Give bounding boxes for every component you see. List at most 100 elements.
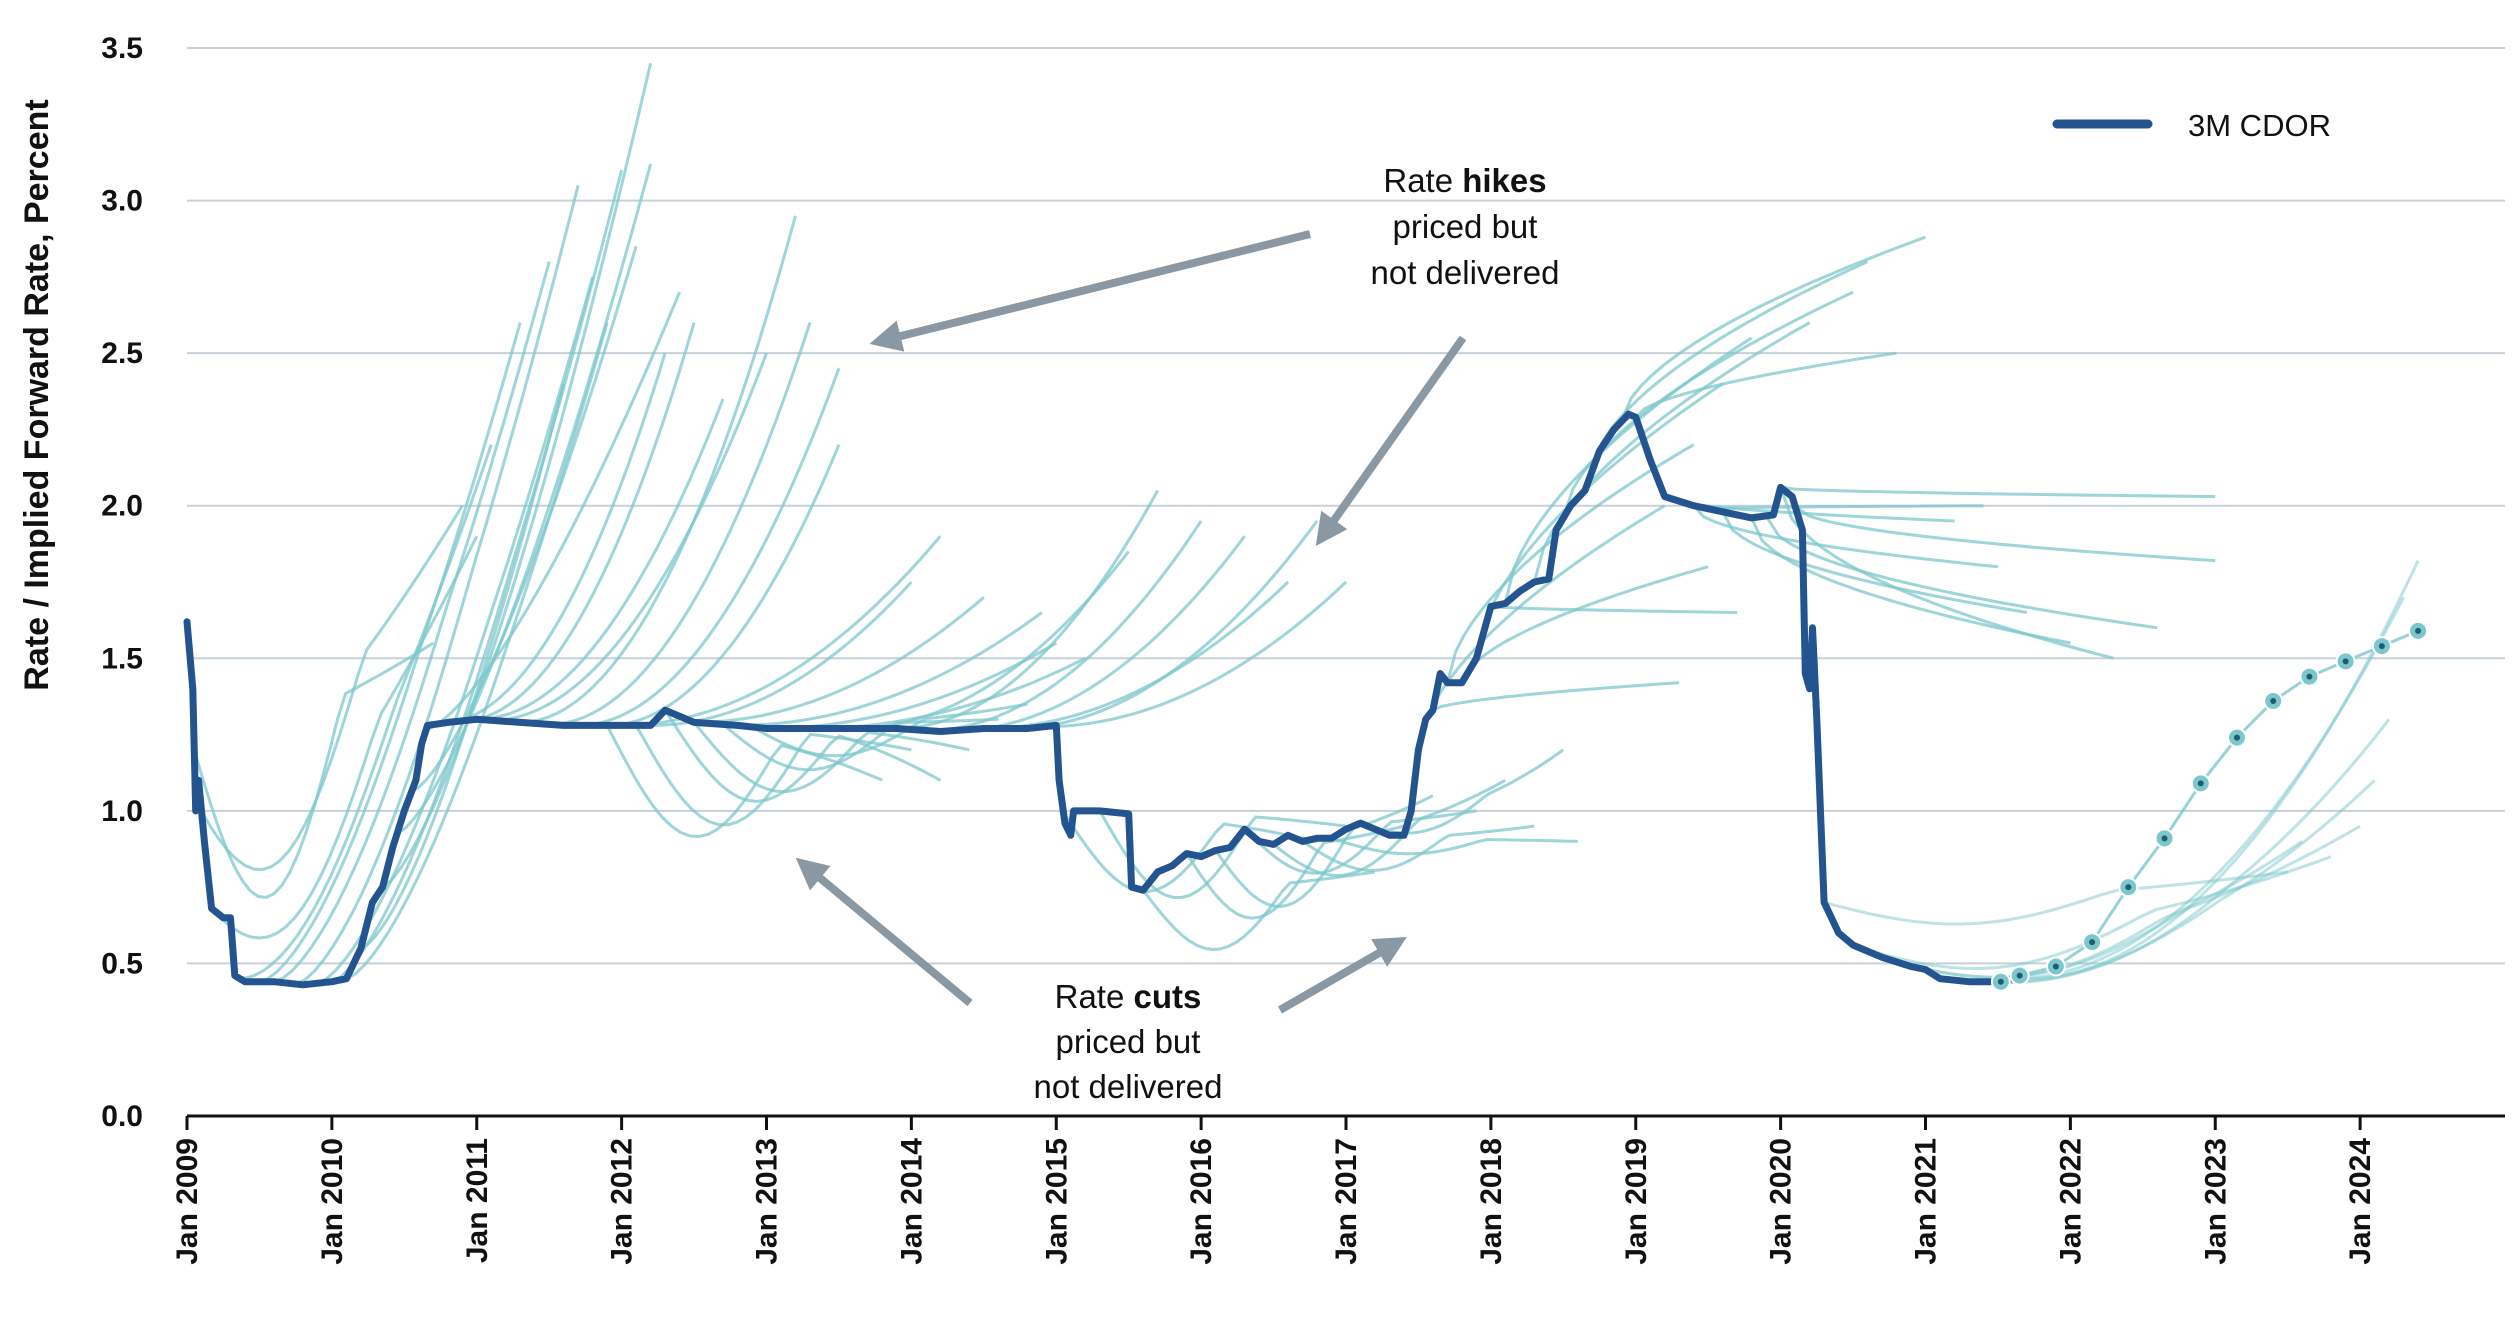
forward-curve-2 (214, 535, 479, 940)
legend-label-cdor: 3M CDOR (2188, 108, 2331, 143)
forecast-marker-dot-3 (2089, 939, 2096, 946)
forecast-marker-dot-6 (2197, 780, 2204, 787)
y-tick-label: 1.5 (101, 642, 143, 675)
x-axis: Jan 2009 Jan 2010 Jan 2011 Jan 2012 Jan 2013… (171, 1114, 2505, 1265)
forward-curve-41 (751, 702, 1028, 758)
x-tick-label: Jan 2021 (1910, 1138, 1943, 1265)
forward-curve-38 (663, 709, 942, 803)
forward-curve-21 (578, 367, 841, 727)
forward-curve-31 (925, 520, 1203, 732)
forward-curve-15 (440, 352, 667, 725)
forward-curve-52 (1416, 504, 1666, 751)
forward-curve-32 (954, 535, 1246, 732)
forward-curve-69 (1794, 504, 2216, 563)
forecast-marker-dot-1 (2016, 972, 2023, 979)
forward-curve-43 (1098, 810, 1347, 899)
legend: 3M CDOR (2052, 108, 2331, 143)
annotation-hikes-line2: priced but (1393, 208, 1538, 245)
x-tick-label: Jan 2011 (461, 1138, 494, 1263)
forward-curve-18 (491, 352, 768, 722)
forward-curve-72 (1780, 485, 2216, 499)
forward-curve-37 (634, 724, 912, 827)
x-tick-label: Jan 2019 (1620, 1138, 1653, 1265)
forward-curve-0 (192, 641, 435, 900)
forward-curve-56 (1532, 321, 1811, 583)
arrow-cuts-right (1278, 937, 1407, 1014)
forward-curve-19 (520, 215, 797, 724)
x-tick-label: Jan 2015 (1040, 1138, 1073, 1265)
x-tick-label: Jan 2016 (1185, 1138, 1218, 1265)
forward-curve-11 (381, 62, 653, 889)
forecast-marker-dot-10 (2342, 658, 2349, 665)
forward-curve-80 (2026, 559, 2420, 981)
forecast-marker-dot-0 (1997, 978, 2004, 985)
x-tick-label: Jan 2020 (1765, 1138, 1798, 1265)
x-tick-label: Jan 2014 (895, 1138, 928, 1265)
forward-curve-46 (1214, 794, 1434, 909)
forward-curve-68 (1779, 486, 2115, 660)
annotation-cuts-line3: not delivered (1034, 1068, 1223, 1105)
y-axis-ticks: 0.0 0.5 1.0 1.5 2.0 2.5 3.0 3.5 (101, 32, 143, 1133)
arrow-hikes-down (1315, 335, 1467, 547)
forecast-marker-dot-9 (2306, 673, 2313, 680)
forecast-markers (1990, 620, 2429, 992)
forward-curve-55 (1503, 336, 1753, 604)
forward-curve-4 (258, 322, 522, 984)
forward-curve-30 (896, 489, 1160, 730)
cdor-series (183, 410, 2016, 989)
forward-curve-34 (1012, 520, 1319, 730)
forecast-marker-dot-11 (2378, 643, 2385, 650)
forward-curve-13 (410, 245, 638, 794)
forward-curve-63 (1432, 681, 1680, 712)
forward-curve-61 (1460, 565, 1709, 684)
forward-curve-71 (1708, 504, 1984, 511)
y-tick-label: 3.5 (101, 32, 143, 65)
forward-curve-25 (694, 596, 985, 724)
forecast-marker-dot-8 (2270, 698, 2277, 705)
y-tick-label: 2.0 (101, 490, 143, 523)
forward-curve-1 (200, 504, 464, 872)
forward-curve-57 (1561, 290, 1854, 519)
forward-curve-12 (396, 163, 653, 835)
forward-curve-29 (853, 550, 1130, 730)
forward-curve-49 (1301, 824, 1535, 873)
annotation-hikes-line3: not delivered (1371, 254, 1560, 291)
forward-curve-26 (737, 611, 1043, 727)
forward-curve-8 (331, 169, 624, 984)
y-tick-label: 3.0 (101, 185, 143, 218)
forward-curve-39 (692, 721, 970, 794)
x-tick-label: Jan 2017 (1330, 1138, 1363, 1265)
y-tick-label: 1.0 (101, 795, 143, 828)
x-tick-label: Jan 2009 (171, 1138, 204, 1265)
forward-curve-9 (345, 322, 609, 981)
forward-curve-76 (1925, 840, 2304, 979)
forward-curve-47 (1243, 809, 1477, 875)
annotation-hikes-line1: Rate hikes (1383, 162, 1546, 199)
forward-curve-14 (425, 291, 681, 732)
forecast-marker-dot-2 (2052, 963, 2059, 970)
forecast-marker-dot-5 (2161, 835, 2168, 842)
forward-curve-6 (295, 184, 580, 986)
x-tick-label: Jan 2010 (316, 1138, 349, 1265)
annotation-hikes: Rate hikes priced but not delivered (869, 162, 1560, 547)
forward-curve-40 (722, 717, 999, 772)
x-tick-label: Jan 2018 (1475, 1138, 1508, 1265)
forward-curve-54 (1474, 382, 1724, 659)
annotation-cuts-line1: Rate cuts (1055, 978, 1202, 1015)
forward-curve-66 (1721, 511, 2028, 614)
forward-curve-22 (607, 444, 841, 727)
arrow-hikes-left (869, 230, 1311, 352)
x-tick-label: Jan 2024 (2344, 1138, 2377, 1265)
forward-curve-16 (462, 322, 696, 723)
forward-curve-17 (476, 398, 725, 721)
x-tick-label: Jan 2012 (606, 1138, 639, 1265)
forward-curve-42 (1062, 811, 1318, 894)
forward-curve-20 (549, 322, 812, 726)
annotation-cuts: Rate cuts priced but not delivered (795, 857, 1407, 1105)
forward-curve-5 (273, 261, 551, 984)
annotation-cuts-line2: priced but (1056, 1023, 1201, 1060)
x-tick-label: Jan 2022 (2054, 1138, 2087, 1265)
y-tick-label: 0.5 (101, 947, 143, 980)
forward-curve-65 (1692, 504, 1999, 569)
forward-curve-78 (1983, 718, 2391, 985)
